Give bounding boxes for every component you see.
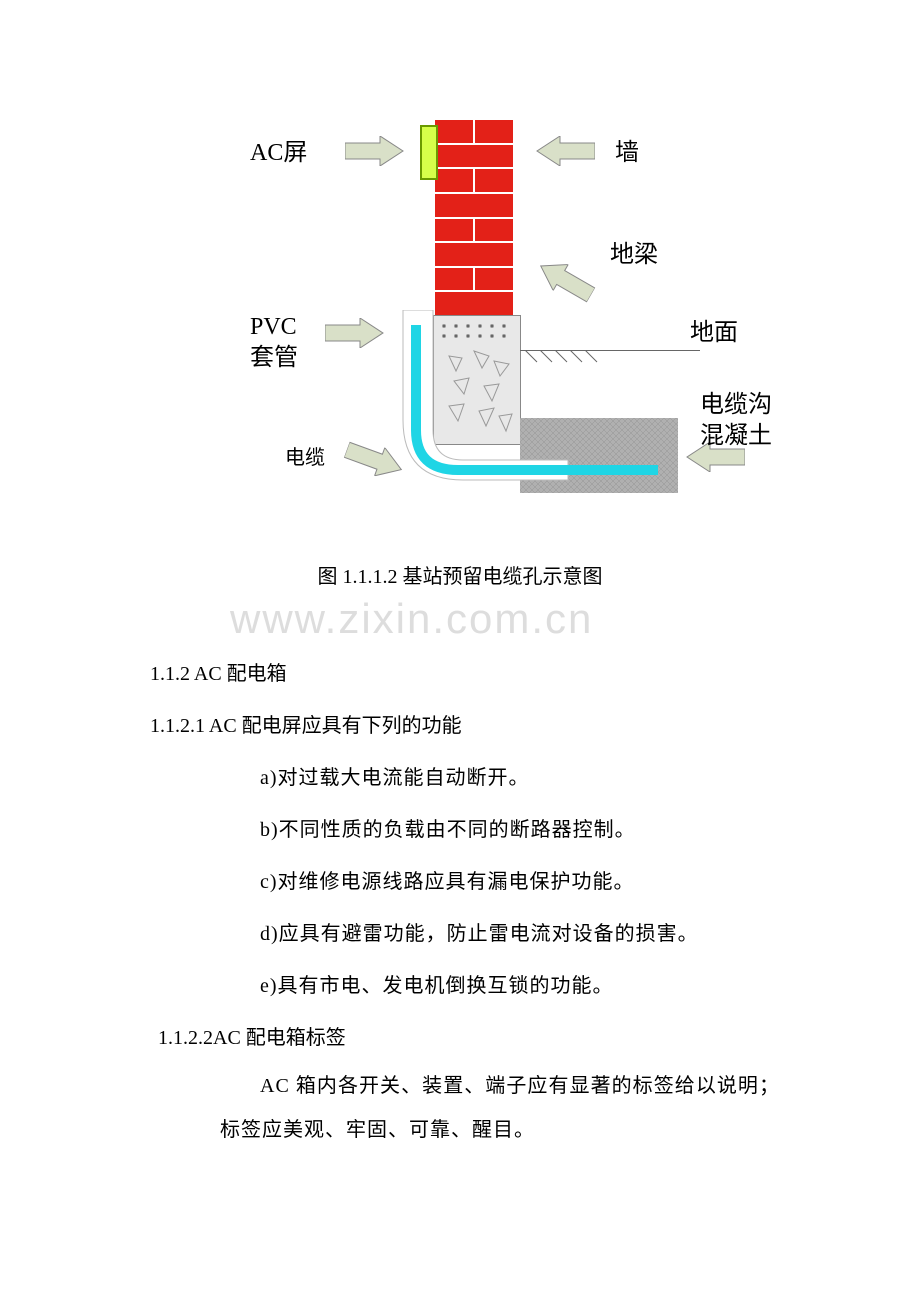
brick-wall: [435, 120, 513, 315]
ac-screen-label: AC屏: [250, 138, 307, 169]
figure-caption: 图 1.1.1.2 基站预留电缆孔示意图: [0, 560, 920, 589]
wall-arrow-icon: [535, 136, 595, 166]
pvc-label: PVC 套管: [250, 312, 298, 374]
pvc-arrow-icon: [325, 318, 385, 348]
ground-beam-label: 地梁: [610, 240, 658, 271]
body-paragraph: AC 箱内各开关、装置、端子应有显著的标签给以说明；标签应美观、牢固、可靠、醒目…: [220, 1064, 780, 1152]
diagram: AC屏 墙 地梁 PVC 套管 地面 电缆沟 混凝土 电缆: [120, 100, 800, 500]
sub-1-title: 1.1.2.1 AC 配电屏应具有下列的功能: [150, 700, 830, 752]
beam-arrow-icon: [532, 252, 599, 308]
ground-surface-label: 地面: [690, 318, 738, 349]
ac-arrow-icon: [345, 136, 405, 166]
wall-label: 墙: [615, 138, 639, 169]
cable-trench-label: 电缆沟 混凝土: [700, 390, 772, 452]
section-title: 1.1.2 AC 配电箱: [150, 648, 830, 700]
sub-2-title: 1.1.2.2AC 配电箱标签: [158, 1012, 830, 1064]
watermark: www.zixin.com.cn: [230, 595, 593, 643]
ac-panel: [420, 125, 438, 180]
cable-line: [388, 310, 668, 500]
list-item: d)应具有避雷功能，防止雷电流对设备的损害。: [260, 908, 830, 960]
list-item: e)具有市电、发电机倒换互锁的功能。: [260, 960, 830, 1012]
cable-label: 电缆: [285, 445, 325, 471]
list-item: b)不同性质的负载由不同的断路器控制。: [260, 804, 830, 856]
ground-hatch-icon: [525, 350, 625, 370]
list-item: c)对维修电源线路应具有漏电保护功能。: [260, 856, 830, 908]
list-item: a)对过载大电流能自动断开。: [260, 752, 830, 804]
section-1-1-2: 1.1.2 AC 配电箱 1.1.2.1 AC 配电屏应具有下列的功能 a)对过…: [150, 648, 830, 1152]
